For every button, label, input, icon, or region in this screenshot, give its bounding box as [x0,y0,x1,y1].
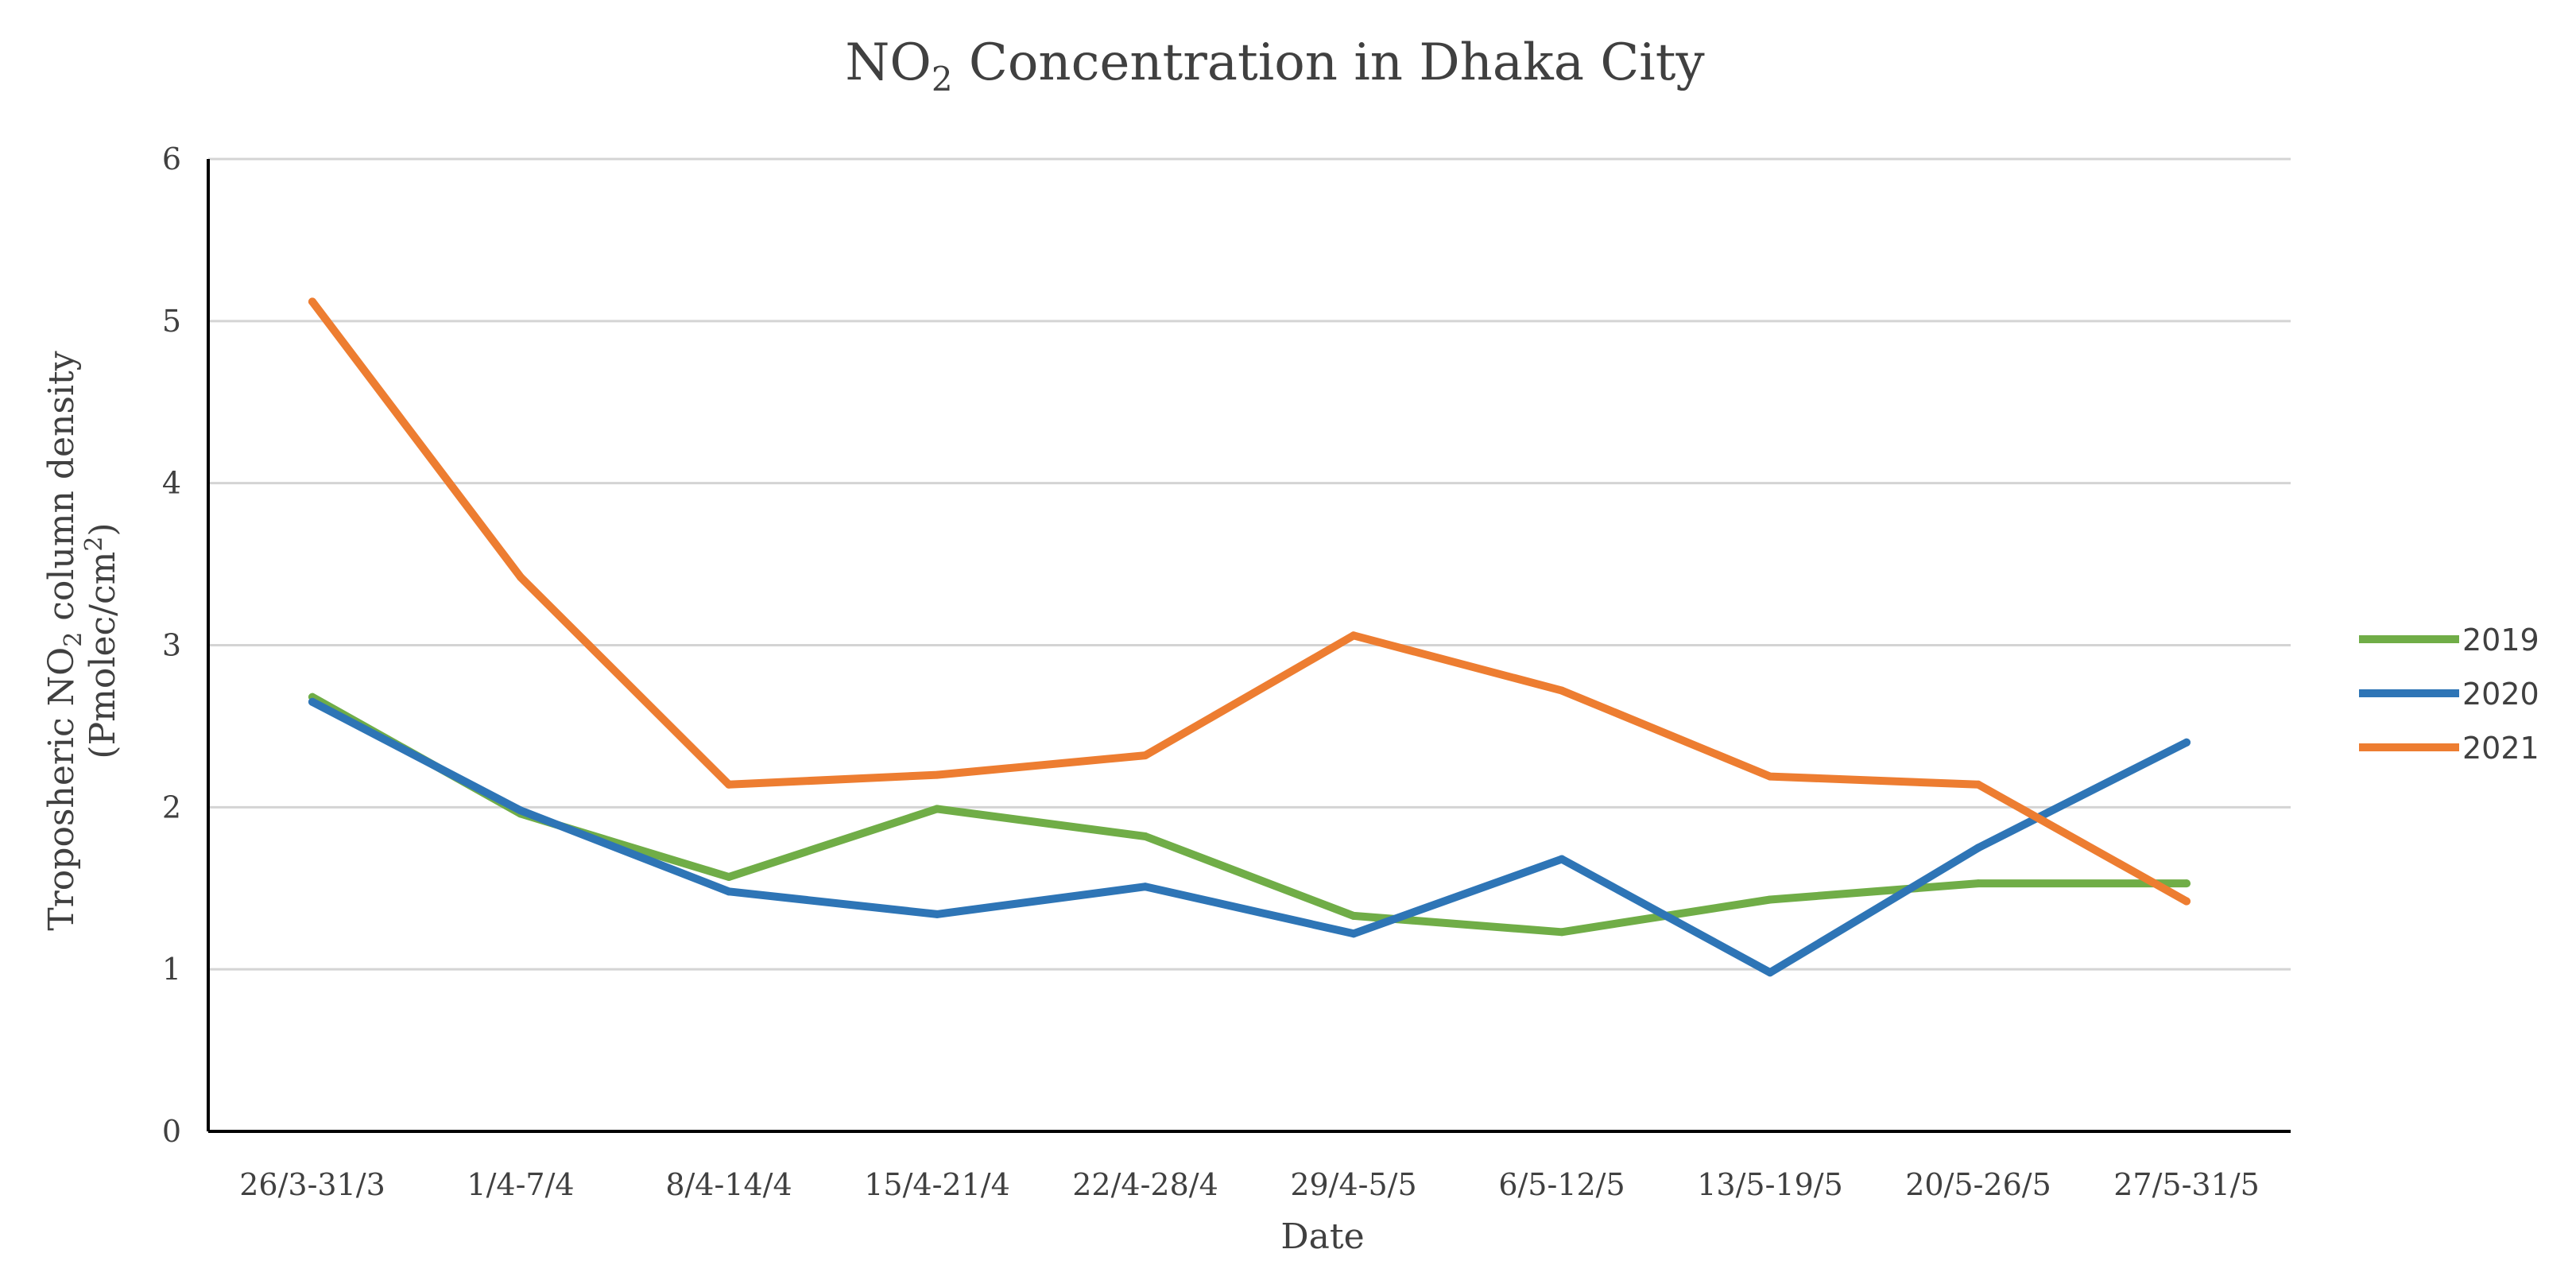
data-point-2019-5 [1350,911,1358,920]
data-point-2020-3 [933,910,941,918]
data-point-2021-0 [308,297,316,306]
data-point-2021-7 [1766,772,1774,781]
data-point-2021-2 [725,780,733,789]
y-axis-title-line2: (Pmolec/cm2) [80,522,123,758]
data-point-2020-8 [1974,844,1982,852]
data-point-2020-9 [2183,738,2191,747]
x-tick-label-4: 22/4-28/4 [1072,1167,1218,1202]
data-point-2020-0 [308,697,316,706]
y-tick-label-3: 3 [162,628,181,663]
legend-label-2019: 2019 [2462,623,2539,658]
data-point-2021-9 [2183,897,2191,906]
data-point-2019-4 [1141,832,1149,841]
data-point-2021-6 [1558,686,1566,695]
data-point-2021-1 [517,572,525,581]
y-tick-label-1: 1 [162,952,181,987]
x-tick-label-5: 29/4-5/5 [1290,1167,1416,1202]
data-point-2020-7 [1766,968,1774,977]
data-point-2019-3 [933,805,941,813]
y-tick-label-0: 0 [162,1114,181,1149]
data-point-2020-4 [1141,883,1149,891]
x-tick-label-9: 27/5-31/5 [2113,1167,2260,1202]
data-point-2019-2 [725,872,733,881]
legend-label-2020: 2020 [2462,677,2539,712]
y-tick-label-6: 6 [162,142,181,177]
x-tick-label-8: 20/5-26/5 [1905,1167,2051,1202]
legend-label-2021: 2021 [2462,731,2539,766]
chart-title: NO2 Concentration in Dhaka City [845,33,1704,99]
series-line-2019 [308,692,2191,937]
x-tick-label-0: 26/3-31/3 [239,1167,385,1202]
data-point-2021-4 [1141,751,1149,760]
data-point-2019-9 [2183,879,2191,888]
series-line-2021 [308,297,2191,906]
data-point-2019-8 [1974,879,1982,888]
x-tick-label-2: 8/4-14/4 [665,1167,792,1202]
series-lines [308,297,2191,977]
x-tick-label-7: 13/5-19/5 [1697,1167,1843,1202]
data-point-2019-6 [1558,928,1566,937]
series-line-2020 [308,697,2191,977]
y-tick-labels: 0 1 2 3 4 5 6 [162,142,181,1149]
gridlines [208,157,2291,971]
y-tick-label-5: 5 [162,304,181,339]
data-point-2020-6 [1558,855,1566,863]
data-point-2021-5 [1350,631,1358,640]
axes [207,159,2291,1133]
y-tick-label-2: 2 [162,789,181,824]
data-point-2020-1 [517,806,525,815]
x-tick-labels: 26/3-31/3 1/4-7/4 8/4-14/4 15/4-21/4 22/4-28… [239,1167,2260,1202]
x-axis-title: Date [1280,1216,1364,1257]
data-point-2021-8 [1974,780,1982,789]
y-tick-label-4: 4 [162,466,181,501]
data-point-2019-7 [1766,895,1774,904]
y-axis-title: Troposheric NO2 column density (Pmolec/c… [41,351,123,930]
data-point-2021-3 [933,770,941,779]
data-point-2020-5 [1350,929,1358,938]
x-tick-label-3: 15/4-21/4 [864,1167,1010,1202]
data-point-2020-2 [725,887,733,896]
x-tick-label-1: 1/4-7/4 [467,1167,574,1202]
y-axis-title-line1: Troposheric NO2 column density [41,351,87,930]
x-tick-label-6: 6/5-12/5 [1498,1167,1625,1202]
legend: 2019 2020 2021 [2359,623,2539,766]
